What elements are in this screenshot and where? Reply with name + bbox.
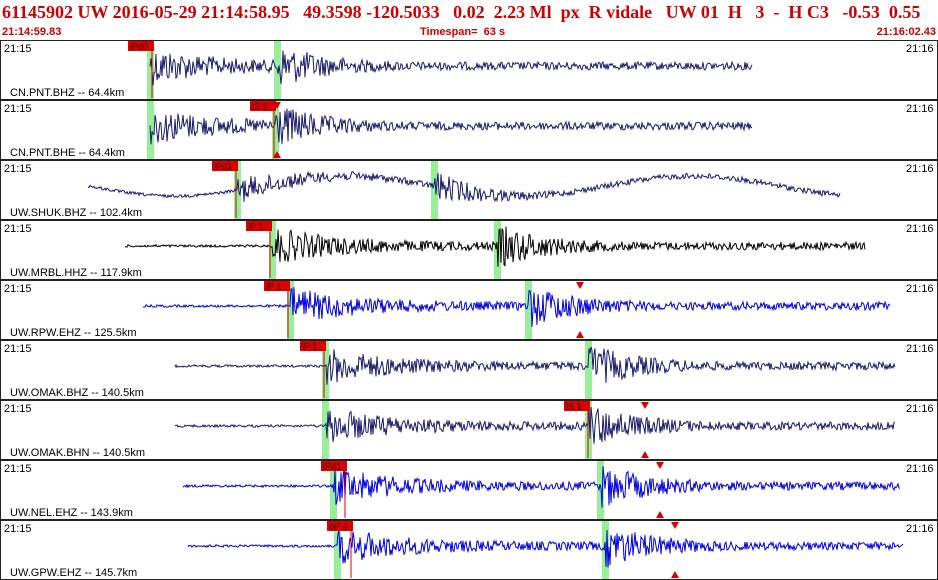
waveform-line [182,466,901,508]
phase-window [147,41,154,99]
trace-row[interactable]: iS 1 21:15 21:16 UW.OMAK.BHN -- 140.5km [0,400,938,460]
pick-tag [321,461,347,471]
phase-window [287,281,294,339]
trace-left-time: 21:15 [4,523,32,535]
trace-right-time: 21:16 [906,43,934,55]
phase-window [322,341,329,399]
arrival-marker-bottom [641,451,649,458]
trace-left-time: 21:15 [4,43,32,55]
waveform-line [149,108,753,145]
trace-left-time: 21:15 [4,163,32,175]
station-label: UW.OMAK.BHN -- 140.5km [10,447,145,459]
pick-tag [264,281,290,291]
trace-row[interactable]: iPd0 21:15 21:16 CN.PNT.BHZ -- 64.4km [0,40,938,100]
waveform-line [174,346,896,385]
phase-window [431,161,438,219]
station-label: UW.SHUK.BHZ -- 102.4km [10,207,142,219]
trace-row[interactable]: iP 1 21:15 21:16 UW.MRBL.HHZ -- 117.9km [0,220,938,280]
trace-row[interactable]: eP 2 21:15 21:16 UW.GPW.EHZ -- 145.7km [0,520,938,580]
pick-tag [300,341,326,351]
trace-left-time: 21:15 [4,103,32,115]
event-title: 61145902 UW 2016-05-29 21:14:58.95 49.35… [2,2,921,22]
phase-window [525,281,532,339]
pick-label: iS 1 [566,402,582,412]
arrival-marker-bottom [576,331,584,338]
trace-right-time: 21:16 [906,403,934,415]
pick-label: eP 2 [329,522,347,532]
trace-row[interactable]: iPd1 21:15 21:16 UW.SHUK.BHZ -- 102.4km [0,160,938,220]
station-label: UW.GPW.EHZ -- 145.7km [10,567,137,579]
trace-row[interactable]: iPd1 21:15 21:16 UW.NEL.EHZ -- 143.9km [0,460,938,520]
trace-right-time: 21:16 [906,223,934,235]
arrival-marker-top [641,402,649,409]
trace-left-time: 21:15 [4,463,32,475]
station-label: UW.OMAK.BHZ -- 140.5km [10,387,144,399]
start-time: 21:14:59.83 [2,26,62,38]
trace-left-time: 21:15 [4,223,32,235]
arrival-marker-top [671,522,679,529]
pick-label: iP 1 [266,282,281,292]
phase-window [597,461,604,519]
trace-row[interactable]: iS 1 21:15 21:16 CN.PNT.BHE -- 64.4km [0,100,938,160]
seismogram-panel[interactable]: iPd0 21:15 21:16 CN.PNT.BHZ -- 64.4km iS 1 21… [0,40,938,580]
pick-tag [327,521,353,531]
pick-tag [212,161,238,171]
trace-row[interactable]: iP 1 21:15 21:16 UW.RPW.EHZ -- 125.5km [0,280,938,340]
pick-label: iPd0 [130,42,148,52]
end-time: 21:16:02.43 [876,26,936,38]
trace-right-time: 21:16 [906,163,934,175]
phase-window [234,161,241,219]
timespan-label: Timespan= 63 s [420,26,506,38]
arrival-marker-bottom [656,511,664,518]
phase-window [334,521,341,579]
pick-label: iPd1 [323,462,341,472]
trace-frame [0,100,938,160]
pick-label: iPd1 [214,162,232,172]
arrival-marker-top [576,282,584,289]
waveform-line [174,407,896,444]
waveform-line [124,226,866,267]
pick-tag [128,41,154,51]
pick-label: iP 1 [302,342,317,352]
station-label: UW.RPW.EHZ -- 125.5km [10,327,137,339]
pick-tag [246,221,272,231]
trace-frame [0,460,938,520]
trace-frame [0,280,938,340]
pick-label: iS 1 [252,102,268,112]
phase-window [272,101,279,159]
trace-right-time: 21:16 [906,343,934,355]
trace-left-time: 21:15 [4,283,32,295]
station-label: CN.PNT.BHE -- 64.4km [10,147,125,159]
trace-left-time: 21:15 [4,343,32,355]
station-label: UW.MRBL.HHZ -- 117.9km [10,267,142,279]
trace-right-time: 21:16 [906,103,934,115]
waveform-line [149,50,753,86]
trace-right-time: 21:16 [906,523,934,535]
phase-window [322,401,329,459]
pick-tag [250,101,276,111]
station-label: UW.NEL.EHZ -- 143.9km [10,507,133,519]
trace-frame [0,520,938,580]
waveform-line [142,287,891,327]
trace-row[interactable]: iP 1 21:15 21:16 UW.OMAK.BHZ -- 140.5km [0,340,938,400]
trace-right-time: 21:16 [906,463,934,475]
waveform-line [187,529,904,568]
plot-header: 61145902 UW 2016-05-29 21:14:58.95 49.35… [0,0,938,40]
pick-tag [564,401,590,411]
arrival-marker-top [656,462,664,469]
station-label: CN.PNT.BHZ -- 64.4km [10,87,124,99]
waveform-line [87,170,841,203]
pick-label: iP 1 [248,222,263,232]
arrival-marker-bottom [671,571,679,578]
trace-right-time: 21:16 [906,283,934,295]
arrival-marker-top [273,102,281,109]
phase-window [585,341,592,399]
trace-left-time: 21:15 [4,403,32,415]
arrival-marker-bottom [273,151,281,158]
